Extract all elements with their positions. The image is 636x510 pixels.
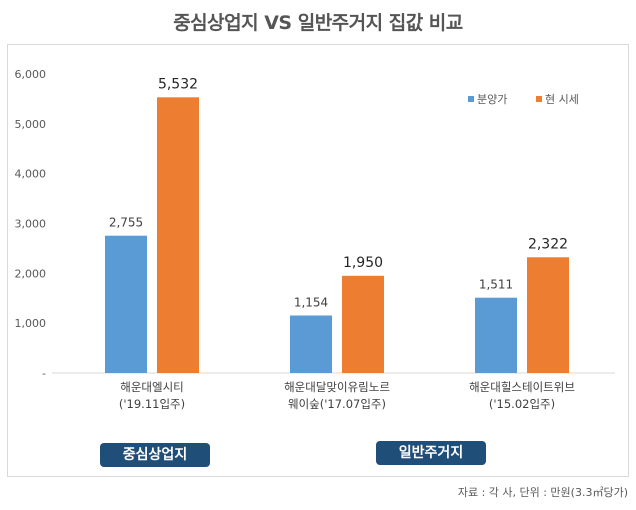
x-tick-label: ('15.02입주): [489, 397, 555, 411]
bar-presale: [105, 235, 147, 373]
data-label: 2,322: [528, 236, 568, 252]
data-label: 5,532: [158, 76, 198, 92]
legend-label: 현 시세: [545, 93, 579, 106]
y-tick-label: 6,000: [15, 68, 47, 81]
x-tick-label: 해운대힐스테이트위브: [469, 380, 575, 394]
bar-presale: [290, 315, 332, 373]
chart-frame: [7, 44, 629, 477]
group-label-residential: 일반주거지: [376, 441, 486, 465]
y-tick-label: -: [42, 367, 46, 380]
data-label: 2,755: [109, 216, 143, 230]
x-tick-label: 해운대달맞이유림노르: [284, 380, 390, 394]
data-label: 1,511: [479, 278, 513, 292]
x-tick-label: 해운대엘시티: [120, 380, 183, 394]
bar-presale: [475, 297, 517, 373]
source-note: 자료 : 각 사, 단위 : 만원(3.3㎡당가): [457, 486, 628, 499]
bar-market: [527, 257, 569, 373]
y-tick-label: 1,000: [15, 317, 47, 330]
legend-swatch: [468, 96, 474, 102]
data-label: 1,154: [294, 295, 328, 309]
y-tick-label: 3,000: [15, 218, 47, 231]
bar-market: [157, 97, 199, 374]
y-tick-label: 2,000: [15, 267, 47, 280]
x-tick-label: 웨이숲('17.07입주): [288, 397, 386, 411]
data-label: 1,950: [343, 255, 383, 271]
x-tick-label: ('19.11입주): [119, 397, 185, 411]
chart-title: 중심상업지 VS 일반주거지 집값 비교: [173, 12, 463, 34]
legend-label: 분양가: [477, 93, 507, 106]
bar-market: [342, 275, 384, 373]
y-tick-label: 5,000: [15, 118, 47, 131]
legend-swatch: [536, 96, 542, 102]
group-label-commercial: 중심상업지: [100, 443, 210, 467]
y-tick-label: 4,000: [15, 168, 47, 181]
